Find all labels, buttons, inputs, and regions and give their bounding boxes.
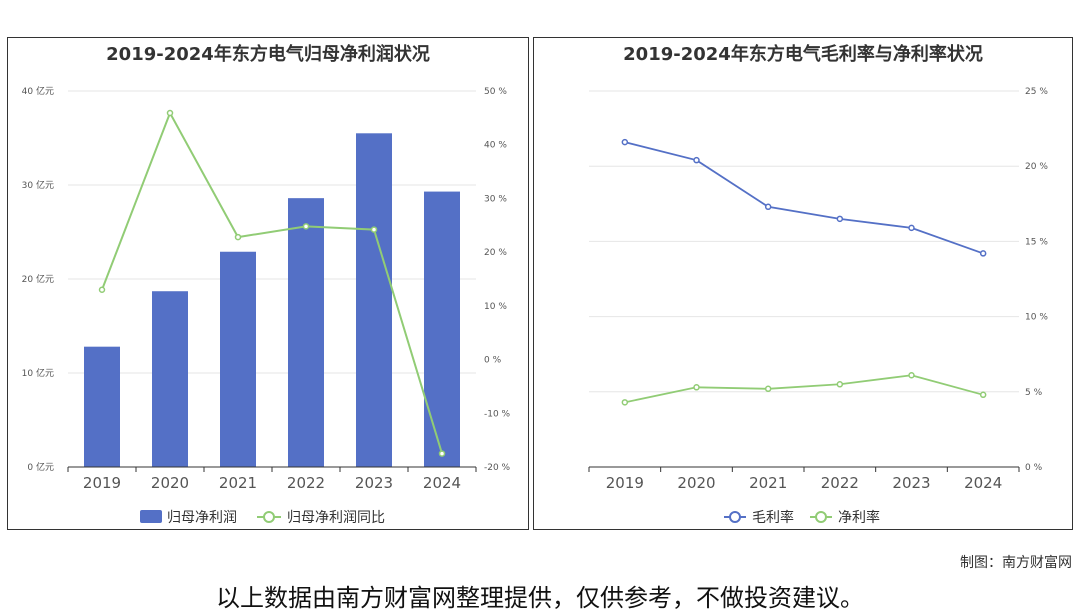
- y-right-tick-label: 20 %: [484, 248, 507, 258]
- line-point: [693, 384, 700, 391]
- y-right-tick-label: 40 %: [484, 141, 507, 151]
- series-line: [101, 110, 443, 454]
- line-point: [836, 381, 844, 388]
- y-left-tick-label: 20 亿元: [22, 273, 54, 285]
- line-point: [908, 224, 915, 232]
- bar: [356, 133, 392, 468]
- legend-label: 归母净利润: [167, 509, 237, 526]
- y-left-tick-label: 10 亿元: [22, 367, 54, 379]
- x-tick-label: 2021: [219, 474, 257, 492]
- x-tick-label: 2023: [355, 474, 393, 492]
- line-point: [166, 109, 174, 117]
- legend-swatch-marker: [729, 511, 741, 523]
- series-line: [624, 141, 984, 255]
- left-chart-panel: 2019-2024年东方电气归母净利润状况 0 亿元 10 亿元 20 亿元 30 亿…: [7, 37, 529, 530]
- line-point: [693, 156, 700, 164]
- line-point: [302, 223, 310, 230]
- legend-label: 净利率: [838, 509, 880, 526]
- y-right-tick-label: 20 %: [1025, 162, 1048, 172]
- y-left-tick-label: 40 亿元: [22, 85, 54, 97]
- line-point: [98, 286, 106, 293]
- line-point: [836, 215, 844, 223]
- y-right-tick-label: 0 %: [484, 356, 502, 366]
- margin-chart: 0 % 5 % 10 % 15 % 20 % 25 % 2019 2020 2021 2022 20…: [588, 87, 1048, 526]
- line-point: [621, 399, 629, 406]
- x-tick-label: 2019: [83, 474, 121, 492]
- bar: [152, 291, 188, 467]
- line-point: [908, 372, 915, 379]
- net-profit-chart: 0 亿元 10 亿元 20 亿元 30 亿元 40 亿元 -20 % -10 % 0 % 10 …: [22, 85, 511, 526]
- chart-title: 2019-2024年东方电气归母净利润状况: [106, 44, 430, 65]
- y-left-tick-label: 30 亿元: [22, 179, 54, 191]
- line-point: [979, 391, 987, 399]
- x-tick-label: 2020: [151, 474, 189, 492]
- y-right-tick-label: 30 %: [484, 194, 507, 204]
- x-tick-label: 2020: [677, 474, 715, 492]
- x-tick-label: 2022: [287, 474, 325, 492]
- chart-title: 2019-2024年东方电气毛利率与净利率状况: [623, 44, 983, 65]
- legend-swatch-marker: [815, 511, 827, 523]
- y-right-tick-label: 5 %: [1025, 388, 1043, 398]
- right-chart-panel: 2019-2024年东方电气毛利率与净利率状况 0 % 5 % 10 % 15 % 20…: [533, 37, 1073, 530]
- disclaimer-text: 以上数据由南方财富网整理提供，仅供参考，不做投资建议。: [216, 584, 864, 612]
- chart-credit: 制图：南方财富网: [960, 555, 1072, 571]
- y-right-tick-label: 10 %: [484, 302, 507, 312]
- line-point: [764, 203, 772, 211]
- bar: [424, 191, 460, 467]
- y-right-tick-label: 0 %: [1025, 463, 1043, 473]
- y-right-tick-label: 10 %: [1025, 313, 1048, 323]
- x-tick-label: 2024: [423, 474, 461, 492]
- y-right-tick-label: -10 %: [484, 409, 511, 419]
- line-point: [979, 250, 987, 257]
- bar: [84, 346, 120, 467]
- line-point: [764, 385, 772, 393]
- legend-swatch-bar: [140, 510, 162, 523]
- y-left-tick-label: 0 亿元: [27, 461, 54, 473]
- legend-label: 毛利率: [752, 509, 794, 526]
- line-point: [621, 138, 629, 146]
- series-line: [624, 374, 984, 404]
- line-point: [234, 233, 242, 241]
- line-point: [370, 226, 378, 233]
- x-tick-label: 2023: [892, 474, 930, 492]
- bar: [288, 198, 324, 467]
- line-point: [438, 450, 446, 457]
- y-right-tick-label: -20 %: [484, 463, 511, 473]
- x-tick-label: 2022: [821, 474, 859, 492]
- x-tick-label: 2024: [964, 474, 1002, 492]
- bar: [220, 251, 256, 467]
- y-right-tick-label: 15 %: [1025, 237, 1048, 247]
- y-right-tick-label: 50 %: [484, 87, 507, 97]
- legend-swatch-marker: [263, 511, 275, 523]
- y-right-tick-label: 25 %: [1025, 87, 1048, 97]
- legend-label: 归母净利润同比: [287, 509, 385, 526]
- x-tick-label: 2019: [606, 474, 644, 492]
- x-tick-label: 2021: [749, 474, 787, 492]
